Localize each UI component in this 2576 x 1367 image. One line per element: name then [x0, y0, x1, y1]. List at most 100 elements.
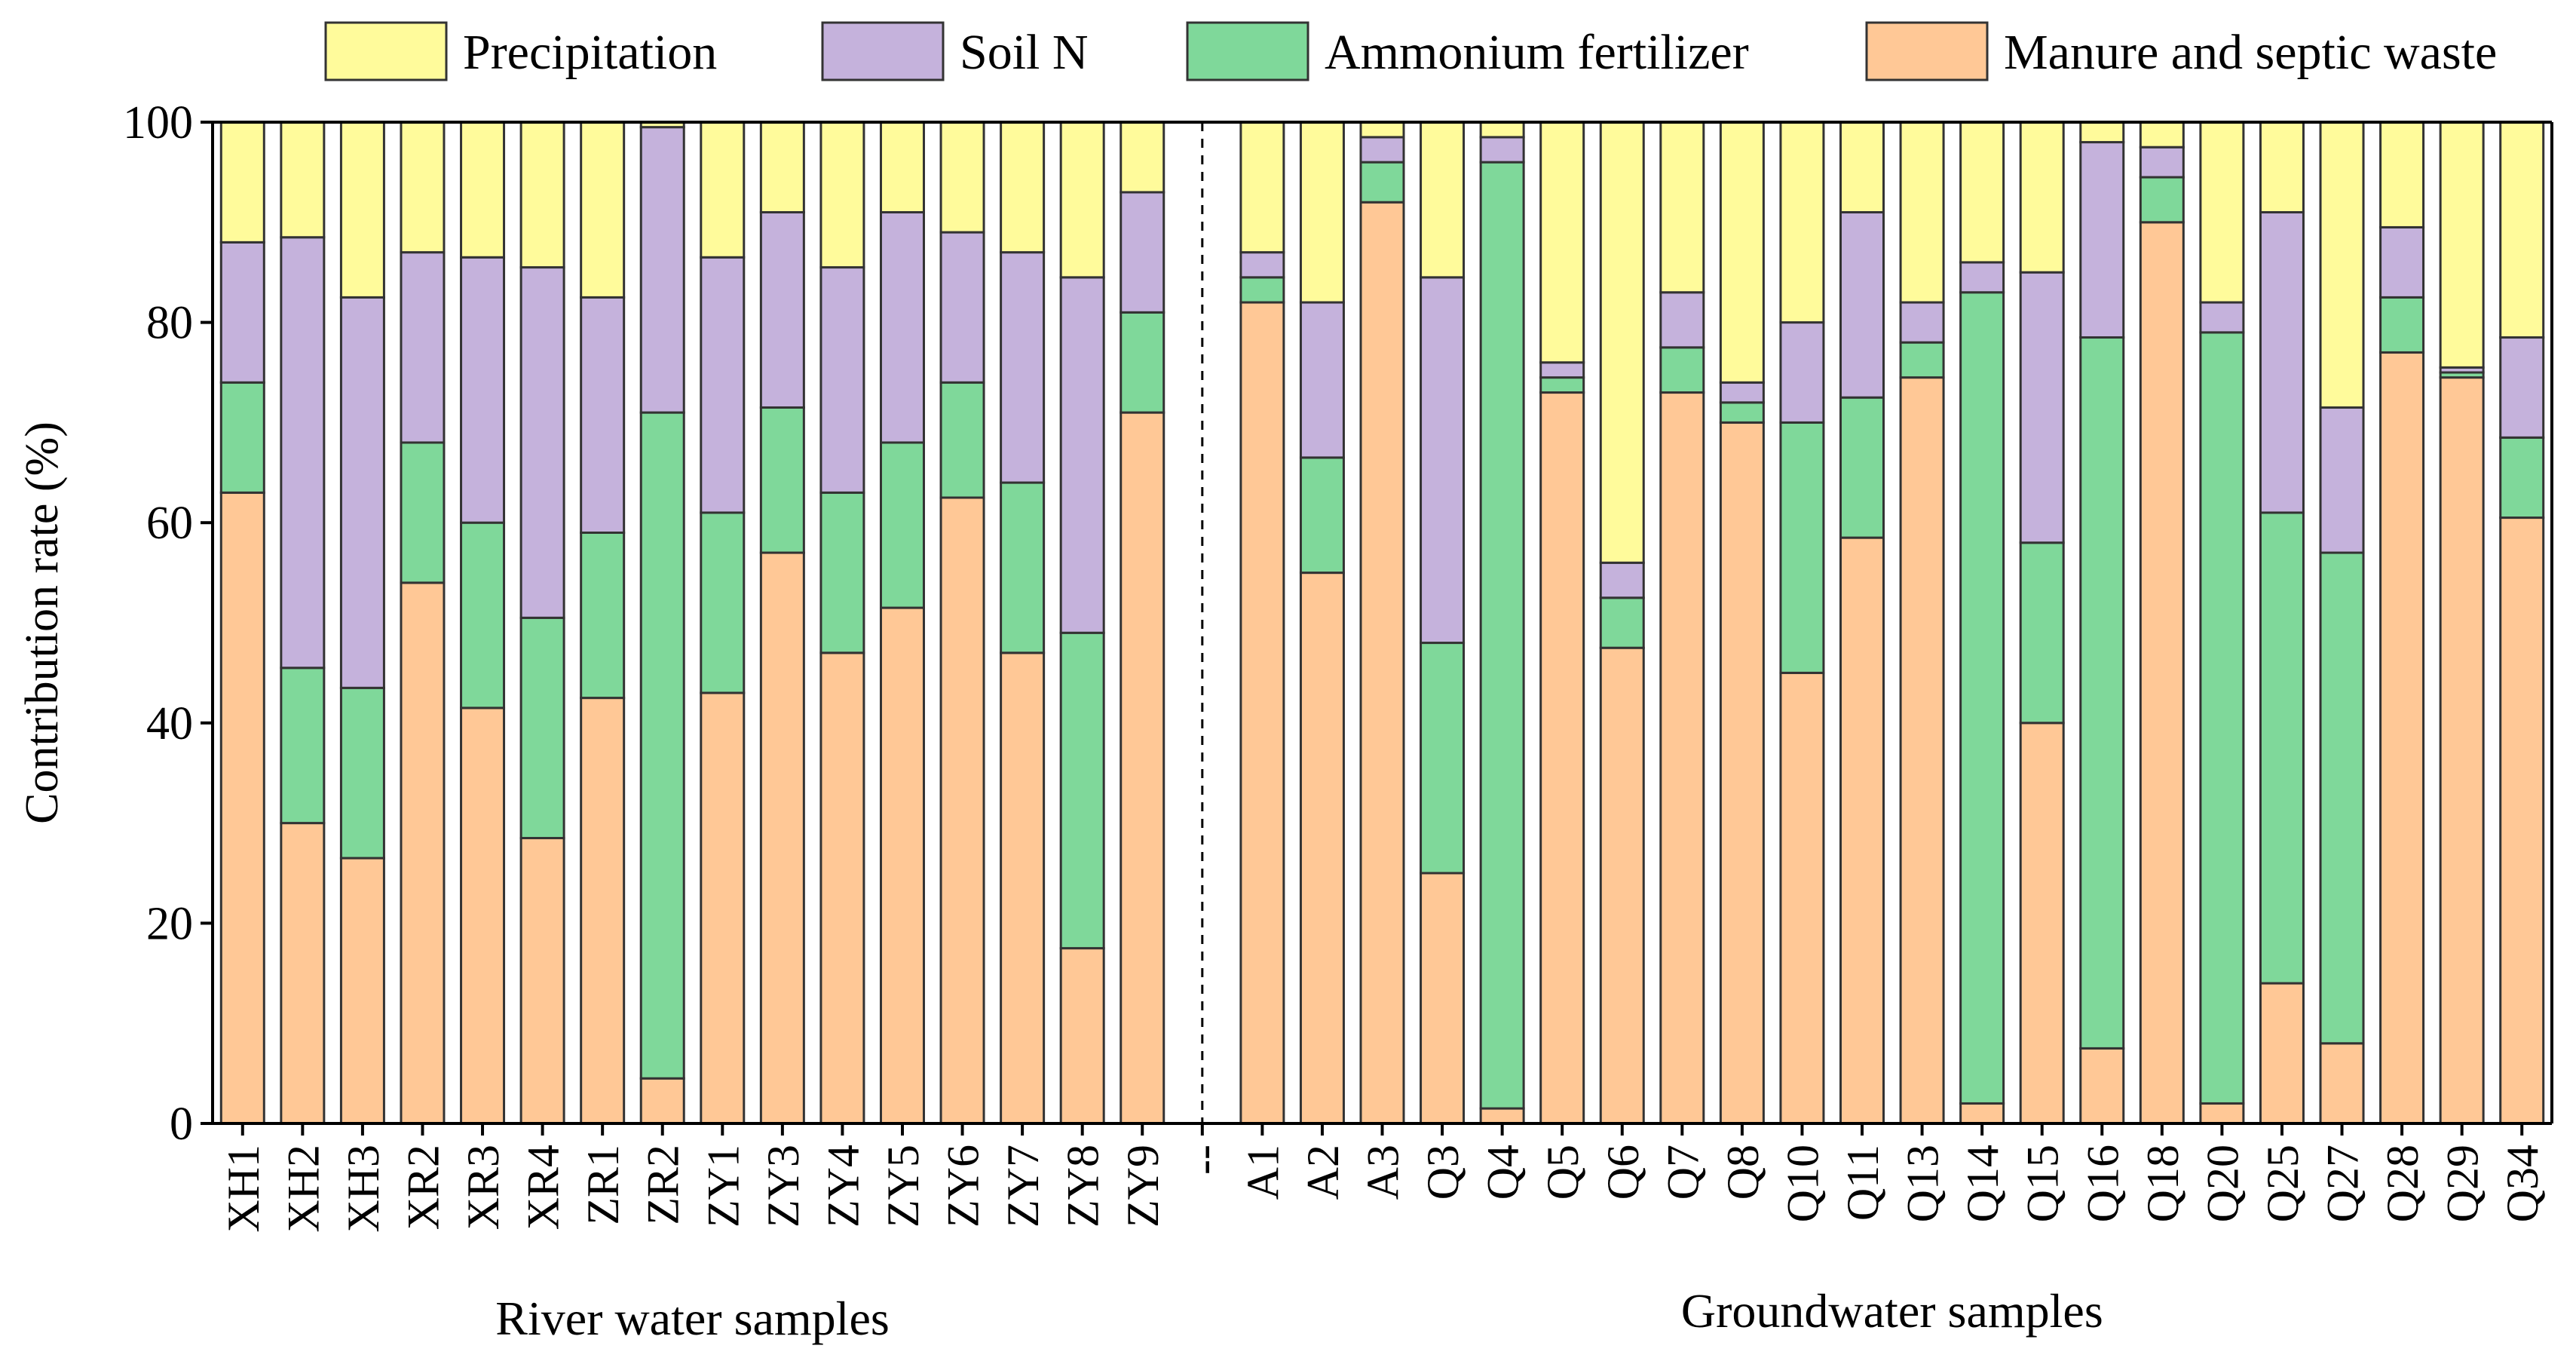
x-tick-label-q20: Q20	[2198, 1145, 2247, 1222]
bar-segment-q18-precipitation	[2139, 121, 2185, 149]
bar-segment-xr4-manure-and-septic-waste	[519, 837, 565, 1125]
bar-segment-q18-soil-n	[2139, 146, 2185, 179]
bar-segment-zy9-manure-and-septic-waste	[1120, 411, 1165, 1125]
bar-segment-zy7-precipitation	[1000, 121, 1046, 254]
legend-label-manure-and-septic-waste: Manure and septic waste	[2004, 25, 2497, 80]
x-tick-label-zy1: ZY1	[698, 1145, 748, 1228]
bar-segment-q15-soil-n	[2019, 271, 2065, 544]
bar-segment-zy7-soil-n	[1000, 251, 1046, 484]
bar-segment-zr1-ammonium-fertilizer	[580, 531, 626, 700]
x-tick-label-a3: A3	[1358, 1145, 1408, 1200]
legend-swatch-ammonium-fertilizer	[1186, 21, 1309, 81]
x-tick-label-xr3: XR3	[458, 1145, 508, 1230]
x-tick-label-zr2: ZR2	[639, 1145, 688, 1225]
bar-segment-zy3-soil-n	[759, 211, 805, 409]
bar-segment-q10-manure-and-septic-waste	[1779, 671, 1825, 1125]
bar-segment-q11-ammonium-fertilizer	[1839, 396, 1885, 539]
bar-segment-zr2-ammonium-fertilizer	[639, 411, 685, 1080]
bar-segment-zy3-ammonium-fertilizer	[759, 406, 805, 554]
bar-stack-q28	[2379, 121, 2425, 1125]
bar-segment-q25-precipitation	[2259, 121, 2305, 214]
x-tick-label-q16: Q16	[2078, 1145, 2127, 1222]
bar-stack-zy9	[1120, 121, 1165, 1125]
bar-segment-q15-precipitation	[2019, 121, 2065, 274]
bar-segment-q29-manure-and-septic-waste	[2439, 376, 2485, 1125]
x-tick-label-q29: Q29	[2438, 1145, 2488, 1222]
bar-segment-zy6-ammonium-fertilizer	[939, 381, 985, 499]
bar-stack-q29	[2439, 121, 2485, 1125]
bar-segment-xh3-manure-and-septic-waste	[339, 857, 385, 1125]
bar-segment-q13-ammonium-fertilizer	[1899, 341, 1945, 379]
bar-segment-xr3-manure-and-septic-waste	[460, 706, 506, 1125]
bar-segment-q4-precipitation	[1479, 121, 1525, 139]
bar-segment-q6-ammonium-fertilizer	[1599, 596, 1645, 649]
legend: Precipitation Soil N Ammonium fertilizer Ma…	[324, 21, 2497, 81]
bar-stack-zr2	[639, 121, 685, 1125]
x-tick-label-zy7: ZY7	[998, 1145, 1048, 1228]
bar-segment-q20-ammonium-fertilizer	[2199, 331, 2245, 1105]
bar-segment-q16-precipitation	[2079, 121, 2125, 144]
x-tick-label-xh3: XH3	[338, 1145, 388, 1233]
x-tick-label-q15: Q15	[2018, 1145, 2068, 1222]
bar-segment-zy4-precipitation	[819, 121, 865, 269]
bar-stack-q34	[2499, 121, 2545, 1125]
bar-segment-q14-soil-n	[1959, 261, 2005, 294]
bar-stack-xh2	[280, 121, 326, 1125]
bar-stack-q7	[1659, 121, 1705, 1125]
bar-segment-q20-soil-n	[2199, 301, 2245, 334]
bar-segment-zy8-soil-n	[1059, 276, 1105, 634]
bar-segment-q10-ammonium-fertilizer	[1779, 421, 1825, 674]
bar-segment-xh3-soil-n	[339, 296, 385, 689]
bar-segment-xh1-ammonium-fertilizer	[219, 381, 265, 494]
legend-label-precipitation: Precipitation	[463, 25, 717, 80]
bar-segment-xr3-ammonium-fertilizer	[460, 521, 506, 710]
bar-segment-q6-soil-n	[1599, 561, 1645, 599]
bar-segment-q25-ammonium-fertilizer	[2259, 511, 2305, 985]
x-tick-label-q11: Q11	[1838, 1145, 1888, 1221]
bar-segment-q13-soil-n	[1899, 301, 1945, 344]
bar-segment-q25-manure-and-septic-waste	[2259, 982, 2305, 1125]
bar-segment-q18-ammonium-fertilizer	[2139, 176, 2185, 224]
x-tick-label-q18: Q18	[2138, 1145, 2188, 1222]
bar-stack-xr2	[400, 121, 446, 1125]
bar-segment-q4-ammonium-fertilizer	[1479, 161, 1525, 1110]
bar-segment-zy5-ammonium-fertilizer	[879, 441, 925, 609]
bar-segment-zr1-precipitation	[580, 121, 626, 299]
bar-segment-zy6-soil-n	[939, 231, 985, 384]
bar-segment-a3-ammonium-fertilizer	[1359, 161, 1405, 204]
bar-stack-zy6	[939, 121, 985, 1125]
bar-segment-zy3-manure-and-septic-waste	[759, 551, 805, 1125]
bar-stack-q20	[2199, 121, 2245, 1125]
legend-swatch-soil-n	[821, 21, 945, 81]
legend-item-soil-n: Soil N	[821, 21, 1089, 81]
bar-segment-q14-ammonium-fertilizer	[1959, 291, 2005, 1105]
bar-segment-q27-precipitation	[2319, 121, 2365, 409]
bar-segment-q28-manure-and-septic-waste	[2379, 351, 2425, 1125]
bar-segment-a1-precipitation	[1239, 121, 1285, 254]
bar-segment-q8-manure-and-septic-waste	[1719, 421, 1765, 1125]
bar-segment-q29-precipitation	[2439, 121, 2485, 369]
bar-segment-q20-manure-and-septic-waste	[2199, 1102, 2245, 1125]
bar-stack-q15	[2019, 121, 2065, 1125]
bar-segment-q27-ammonium-fertilizer	[2319, 551, 2365, 1045]
x-tick-label-zy4: ZY4	[818, 1145, 868, 1228]
bar-segment-q5-ammonium-fertilizer	[1539, 376, 1585, 394]
bar-segment-zr1-manure-and-septic-waste	[580, 697, 626, 1125]
bar-segment-zy1-ammonium-fertilizer	[700, 511, 746, 694]
legend-item-precipitation: Precipitation	[324, 21, 717, 81]
axes	[201, 121, 2553, 1136]
bar-stack-zy4	[819, 121, 865, 1125]
x-tick-label-q6: Q6	[1598, 1145, 1648, 1200]
bar-segment-zy4-ammonium-fertilizer	[819, 491, 865, 654]
bar-segment-q11-soil-n	[1839, 211, 1885, 399]
bar-segment-zy1-manure-and-septic-waste	[700, 691, 746, 1125]
bar-segment-q20-precipitation	[2199, 121, 2245, 304]
bar-stack-q13	[1899, 121, 1945, 1125]
bar-segment-a1-manure-and-septic-waste	[1239, 301, 1285, 1125]
bar-segment-q15-manure-and-septic-waste	[2019, 722, 2065, 1125]
bar-segment-q34-soil-n	[2499, 336, 2545, 439]
bar-segment-xr2-manure-and-septic-waste	[400, 581, 446, 1125]
bar-segment-a2-ammonium-fertilizer	[1299, 456, 1345, 575]
